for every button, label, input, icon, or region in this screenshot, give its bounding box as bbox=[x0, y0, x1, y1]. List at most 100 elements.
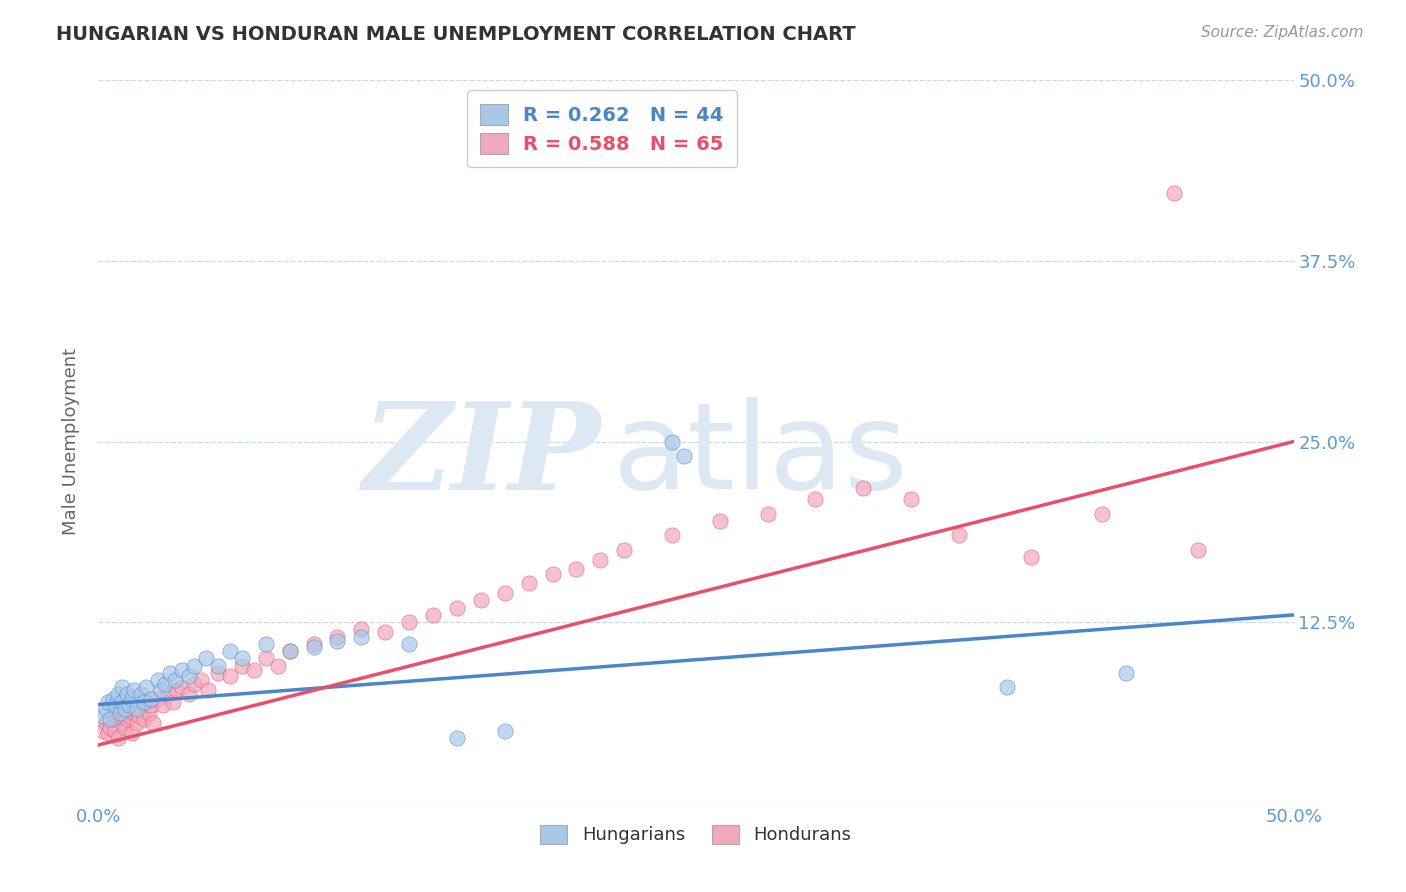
Point bbox=[135, 680, 157, 694]
Point bbox=[135, 695, 157, 709]
Point bbox=[350, 630, 373, 644]
Text: atlas: atlas bbox=[613, 398, 908, 515]
Point bbox=[219, 644, 242, 658]
Point bbox=[398, 637, 420, 651]
Point bbox=[98, 712, 122, 726]
Point bbox=[156, 687, 179, 701]
Point bbox=[195, 651, 218, 665]
Point bbox=[1091, 507, 1114, 521]
Point bbox=[179, 687, 201, 701]
Point bbox=[91, 723, 114, 738]
Point bbox=[128, 709, 150, 723]
Point bbox=[94, 702, 117, 716]
Point bbox=[162, 695, 184, 709]
Point bbox=[517, 576, 540, 591]
Point bbox=[139, 691, 162, 706]
Point bbox=[163, 673, 186, 687]
Point bbox=[804, 492, 827, 507]
Point bbox=[91, 709, 114, 723]
Point bbox=[278, 644, 301, 658]
Point bbox=[190, 673, 212, 687]
Point bbox=[326, 630, 349, 644]
Point bbox=[166, 683, 188, 698]
Point bbox=[111, 702, 134, 716]
Point bbox=[948, 528, 970, 542]
Point bbox=[374, 625, 396, 640]
Point bbox=[101, 691, 124, 706]
Point bbox=[267, 658, 290, 673]
Point bbox=[589, 553, 612, 567]
Point bbox=[124, 706, 146, 721]
Point bbox=[422, 607, 444, 622]
Point bbox=[709, 514, 731, 528]
Point bbox=[398, 615, 420, 630]
Point bbox=[124, 683, 146, 698]
Point bbox=[494, 723, 516, 738]
Point bbox=[326, 634, 349, 648]
Point bbox=[94, 716, 117, 731]
Point bbox=[97, 726, 120, 740]
Point bbox=[104, 723, 127, 738]
Point bbox=[207, 665, 229, 680]
Point bbox=[541, 567, 564, 582]
Point bbox=[231, 651, 253, 665]
Point bbox=[125, 702, 148, 716]
Point bbox=[98, 721, 122, 735]
Point bbox=[138, 706, 160, 721]
Text: ZIP: ZIP bbox=[363, 397, 600, 516]
Point bbox=[231, 658, 253, 673]
Point bbox=[302, 640, 325, 654]
Point bbox=[494, 586, 516, 600]
Point bbox=[350, 623, 373, 637]
Point bbox=[756, 507, 779, 521]
Point bbox=[111, 695, 134, 709]
Point bbox=[97, 695, 120, 709]
Point bbox=[1019, 550, 1042, 565]
Point bbox=[108, 706, 131, 721]
Point bbox=[183, 658, 205, 673]
Point bbox=[108, 709, 131, 723]
Point bbox=[132, 712, 155, 726]
Point bbox=[121, 726, 143, 740]
Point bbox=[446, 731, 468, 745]
Point bbox=[197, 683, 219, 698]
Point bbox=[115, 712, 138, 726]
Point bbox=[139, 698, 162, 712]
Point bbox=[852, 481, 875, 495]
Legend: Hungarians, Hondurans: Hungarians, Hondurans bbox=[533, 818, 859, 852]
Point bbox=[1115, 665, 1137, 680]
Point bbox=[149, 683, 172, 698]
Point bbox=[148, 673, 170, 687]
Point bbox=[565, 562, 588, 576]
Point bbox=[132, 695, 155, 709]
Point bbox=[661, 434, 683, 449]
Point bbox=[148, 691, 170, 706]
Point bbox=[107, 687, 129, 701]
Point bbox=[254, 637, 277, 651]
Point bbox=[254, 651, 277, 665]
Point bbox=[115, 687, 138, 701]
Point bbox=[121, 691, 143, 706]
Point bbox=[101, 712, 124, 726]
Point bbox=[207, 658, 229, 673]
Y-axis label: Male Unemployment: Male Unemployment bbox=[62, 348, 80, 535]
Point bbox=[172, 680, 194, 694]
Point bbox=[446, 600, 468, 615]
Point bbox=[278, 644, 301, 658]
Point bbox=[995, 680, 1018, 694]
Point bbox=[900, 492, 922, 507]
Point bbox=[243, 663, 266, 677]
Point bbox=[152, 698, 174, 712]
Point bbox=[125, 716, 148, 731]
Point bbox=[111, 716, 134, 731]
Point bbox=[118, 709, 141, 723]
Point bbox=[1187, 542, 1209, 557]
Point bbox=[111, 680, 134, 694]
Point bbox=[613, 542, 636, 557]
Point bbox=[673, 449, 696, 463]
Point bbox=[107, 731, 129, 745]
Point bbox=[131, 687, 153, 701]
Point bbox=[104, 698, 127, 712]
Point bbox=[219, 668, 242, 682]
Point bbox=[302, 637, 325, 651]
